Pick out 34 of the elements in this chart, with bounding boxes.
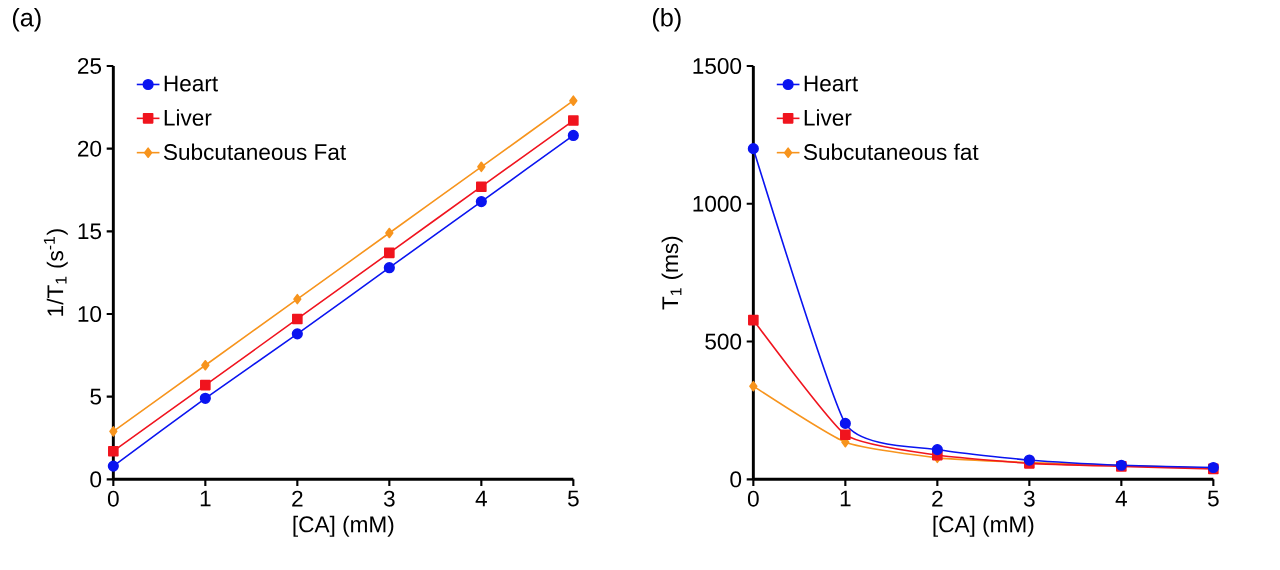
- x-tick-label: 0: [747, 490, 759, 507]
- y-tick-label: 5: [90, 388, 102, 405]
- x-tick-label: 5: [1207, 490, 1219, 507]
- x-tick-label: 1: [840, 490, 851, 507]
- x-tick-label: 3: [383, 490, 395, 507]
- legend-label: Heart: [164, 75, 218, 92]
- y-tick-label: 0: [90, 471, 102, 488]
- y-tick-label: 1000: [693, 195, 742, 212]
- x-tick-label: 4: [1115, 490, 1127, 507]
- legend-label: Liver: [164, 109, 212, 126]
- y-tick-label: 0: [730, 471, 742, 488]
- chart-title: (b): [652, 8, 681, 32]
- x-tick-label: 4: [475, 490, 487, 507]
- y-tick-label: 1500: [693, 58, 742, 74]
- legend-label: Subcutaneous fat: [803, 143, 979, 161]
- legend-label: Heart: [804, 75, 858, 92]
- y-axis-title: T$_{1}$ (ms): [661, 236, 683, 310]
- x-tick-label: 2: [932, 490, 943, 507]
- x-axis-title: [CA] (mM): [933, 515, 1034, 537]
- x-tick-label: 2: [292, 490, 303, 507]
- legend-label: Subcutaneous Fat: [163, 143, 346, 161]
- x-tick-label: 3: [1023, 490, 1035, 507]
- y-tick-label: 10: [78, 306, 102, 322]
- y-tick-label: 25: [78, 58, 102, 74]
- x-tick-label: 5: [567, 490, 579, 507]
- y-tick-label: 500: [705, 333, 742, 350]
- x-axis-title: [CA] (mM): [293, 515, 394, 537]
- x-tick-label: 1: [200, 490, 211, 507]
- y-tick-label: 15: [78, 223, 102, 240]
- y-tick-label: 20: [78, 140, 102, 157]
- legend-label: Liver: [804, 109, 852, 126]
- x-tick-label: 0: [107, 490, 119, 507]
- y-axis-title: 1/T$_{1}$ (s$^{-1}$): [43, 229, 68, 316]
- chart-title: (a): [12, 8, 41, 32]
